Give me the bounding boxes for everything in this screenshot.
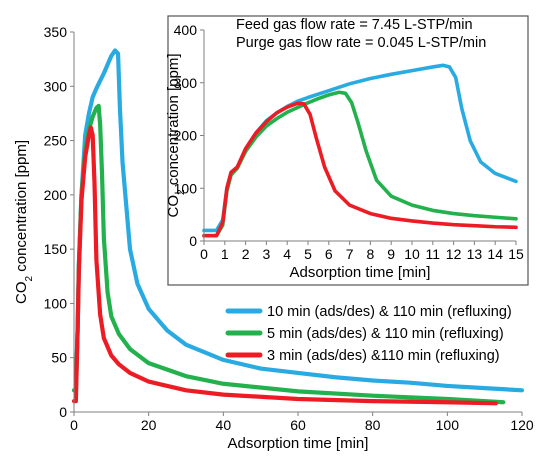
inset-x-tick-label: 8 <box>367 246 375 262</box>
inset-x-tick-label: 9 <box>387 246 395 262</box>
inset-x-tick-label: 7 <box>346 246 354 262</box>
main-y-tick-label: 300 <box>44 78 68 94</box>
main-x-tick-label: 20 <box>141 417 157 433</box>
main-y-tick-label: 150 <box>44 241 68 257</box>
inset-x-tick-label: 0 <box>200 246 208 262</box>
inset-x-tick-label: 15 <box>508 246 524 262</box>
inset-frame <box>167 15 529 286</box>
inset-annotation-2: Purge gas flow rate = 0.045 L-STP/min <box>236 35 486 51</box>
main-y-axis-label-rest: concentration [ppm] <box>13 140 30 276</box>
inset-chart: 0 1 2 3 4 5 6 7 8 9 10 11 12 13 14 150100200300400Adsor… <box>165 15 529 286</box>
inset-y-axis-label-rest: concentration [ppm] <box>165 54 182 190</box>
inset-x-tick-label: 12 <box>446 246 462 262</box>
inset-y-tick-label: 0 <box>189 233 197 249</box>
main-series-1-line <box>71 48 525 393</box>
main-y-axis-label: CO2 concentration [ppm] <box>13 140 35 304</box>
inset-y-tick-label: 200 <box>174 128 198 144</box>
main-x-tick-label: 60 <box>290 417 306 433</box>
inset-x-tick-label: 13 <box>467 246 483 262</box>
legend: 10 min (ads/des) & 110 min (refluxing) 5 … <box>225 304 512 364</box>
main-series-3-line <box>71 125 498 406</box>
main-y-tick-label: 0 <box>59 404 67 420</box>
main-y-axis-label-main: CO <box>13 281 30 304</box>
main-y-tick-label: 100 <box>44 295 68 311</box>
main-y-tick-label: 350 <box>44 24 68 40</box>
inset-y-axis-label: CO2 concentration [ppm] <box>165 54 187 218</box>
inset-y-tick-label: 300 <box>174 75 198 91</box>
inset-x-tick-label: 10 <box>404 246 420 262</box>
inset-series-3-line <box>202 101 518 238</box>
main-x-tick-label: 80 <box>365 417 381 433</box>
inset-x-tick-label: 2 <box>242 246 250 262</box>
main-y-axis-label-subscript: 2 <box>24 275 35 281</box>
inset-x-axis-label: Adsorption time [min] <box>290 264 431 281</box>
main-x-tick-label: 100 <box>436 417 460 433</box>
legend-label-3: 3 min (ads/des) &110 min (refluxing) <box>267 348 500 364</box>
inset-x-tick-label: 11 <box>426 246 441 262</box>
main-x-axis-label: Adsorption time [min] <box>228 435 369 452</box>
inset-y-axis-label-subscript: 2 <box>176 189 187 195</box>
inset-x-tick-label: 6 <box>325 246 333 262</box>
inset-annotation-1: Feed gas flow rate = 7.45 L-STP/min <box>236 17 473 33</box>
main-y-tick-label: 50 <box>51 350 67 366</box>
main-y-tick-label: 200 <box>44 187 68 203</box>
legend-label-2: 5 min (ads/des) & 110 min (refluxing) <box>267 326 504 342</box>
inset-x-tick-label: 1 <box>221 246 229 262</box>
legend-label-1: 10 min (ads/des) & 110 min (refluxing) <box>267 304 512 320</box>
inset-y-tick-label: 100 <box>174 180 198 196</box>
main-x-tick-label: 40 <box>216 417 232 433</box>
inset-y-tick-label: 400 <box>174 22 198 38</box>
main-chart: 0 20 40 60 80 100 120050100150200250300350Adso… <box>13 24 534 452</box>
main-y-tick-label: 250 <box>44 133 68 149</box>
inset-x-tick-label: 5 <box>304 246 312 262</box>
inset-x-tick-label: 4 <box>283 246 291 262</box>
inset-y-axis-label-main: CO <box>165 195 182 218</box>
main-x-tick-label: 0 <box>70 417 78 433</box>
inset-x-tick-label: 14 <box>487 246 503 262</box>
main-x-tick-label: 120 <box>510 417 534 433</box>
inset-x-tick-label: 3 <box>263 246 271 262</box>
